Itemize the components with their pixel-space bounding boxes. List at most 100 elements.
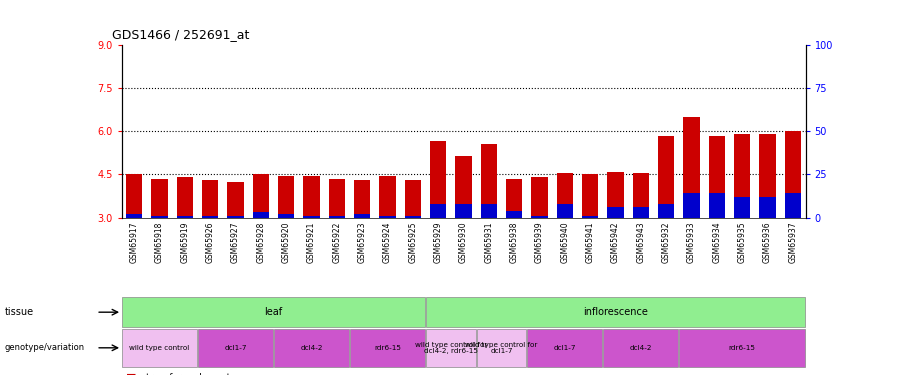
Bar bbox=[785, 131, 801, 218]
Bar bbox=[303, 216, 320, 217]
Text: GDS1466 / 252691_at: GDS1466 / 252691_at bbox=[112, 28, 250, 41]
Text: dcl4-2: dcl4-2 bbox=[301, 345, 323, 351]
Bar bbox=[556, 173, 573, 217]
Text: wild type control for
dcl1-7: wild type control for dcl1-7 bbox=[465, 342, 537, 354]
Text: rdr6-15: rdr6-15 bbox=[374, 345, 401, 351]
Bar bbox=[531, 216, 548, 217]
Bar bbox=[760, 197, 776, 217]
Bar bbox=[122, 297, 425, 327]
Text: GSM65921: GSM65921 bbox=[307, 221, 316, 263]
Bar bbox=[126, 174, 142, 217]
Bar bbox=[608, 171, 624, 217]
Text: GSM65929: GSM65929 bbox=[434, 221, 443, 263]
Bar bbox=[633, 207, 649, 218]
Bar bbox=[608, 207, 624, 218]
Bar bbox=[379, 176, 396, 218]
Bar bbox=[354, 214, 371, 217]
Bar bbox=[785, 194, 801, 217]
Bar bbox=[477, 329, 526, 367]
Bar bbox=[481, 144, 497, 218]
Text: GSM65934: GSM65934 bbox=[712, 221, 721, 263]
Bar bbox=[658, 204, 674, 218]
Text: wild type control: wild type control bbox=[130, 345, 190, 351]
Bar bbox=[122, 329, 197, 367]
Text: GSM65920: GSM65920 bbox=[282, 221, 291, 263]
Bar bbox=[198, 329, 273, 367]
Text: GSM65930: GSM65930 bbox=[459, 221, 468, 263]
Bar bbox=[582, 216, 599, 217]
Text: GSM65942: GSM65942 bbox=[611, 221, 620, 263]
Bar bbox=[430, 141, 446, 218]
Bar bbox=[426, 297, 805, 327]
Text: GSM65917: GSM65917 bbox=[130, 221, 139, 263]
Bar bbox=[278, 176, 294, 218]
Text: dcl1-7: dcl1-7 bbox=[224, 345, 247, 351]
Bar bbox=[253, 212, 269, 217]
Bar bbox=[151, 216, 167, 217]
Bar bbox=[556, 204, 573, 218]
Bar bbox=[405, 180, 421, 218]
Bar bbox=[658, 136, 674, 218]
Text: GSM65925: GSM65925 bbox=[409, 221, 418, 263]
Bar bbox=[328, 179, 345, 218]
Bar bbox=[430, 204, 446, 218]
Bar bbox=[455, 204, 472, 218]
Bar bbox=[582, 174, 599, 217]
Bar bbox=[531, 177, 548, 218]
Bar bbox=[680, 329, 805, 367]
Bar bbox=[633, 173, 649, 217]
Bar bbox=[126, 214, 142, 217]
Bar bbox=[760, 134, 776, 218]
Text: GSM65943: GSM65943 bbox=[636, 221, 645, 263]
Text: GSM65919: GSM65919 bbox=[180, 221, 189, 263]
Bar bbox=[603, 329, 679, 367]
Bar bbox=[734, 197, 751, 217]
Bar bbox=[683, 194, 699, 217]
Bar bbox=[683, 117, 699, 218]
Text: leaf: leaf bbox=[265, 307, 283, 317]
Text: GSM65941: GSM65941 bbox=[586, 221, 595, 263]
Bar bbox=[228, 182, 244, 218]
Text: GSM65937: GSM65937 bbox=[788, 221, 797, 263]
Text: GSM65932: GSM65932 bbox=[662, 221, 670, 263]
Bar bbox=[202, 216, 219, 217]
Bar bbox=[481, 204, 497, 218]
Text: genotype/variation: genotype/variation bbox=[4, 344, 85, 352]
Text: tissue: tissue bbox=[4, 307, 33, 317]
Bar bbox=[303, 176, 320, 218]
Bar bbox=[253, 174, 269, 217]
Bar bbox=[455, 156, 472, 218]
Bar bbox=[506, 179, 522, 218]
Text: GSM65924: GSM65924 bbox=[383, 221, 392, 263]
Bar bbox=[708, 194, 725, 217]
Bar bbox=[274, 329, 349, 367]
Text: inflorescence: inflorescence bbox=[583, 307, 648, 317]
Text: GSM65931: GSM65931 bbox=[484, 221, 493, 263]
Text: GSM65935: GSM65935 bbox=[738, 221, 747, 263]
Text: wild type control for
dcl4-2, rdr6-15: wild type control for dcl4-2, rdr6-15 bbox=[415, 342, 487, 354]
Bar bbox=[405, 216, 421, 217]
Bar bbox=[350, 329, 425, 367]
Bar bbox=[176, 177, 194, 218]
Text: dcl4-2: dcl4-2 bbox=[630, 345, 652, 351]
Text: GSM65933: GSM65933 bbox=[687, 221, 696, 263]
Bar bbox=[328, 216, 345, 217]
Text: GSM65922: GSM65922 bbox=[332, 221, 341, 263]
Text: GSM65928: GSM65928 bbox=[256, 221, 266, 263]
Bar bbox=[426, 329, 476, 367]
Bar bbox=[506, 211, 522, 218]
Bar bbox=[379, 216, 396, 217]
Bar bbox=[278, 214, 294, 217]
Text: GSM65938: GSM65938 bbox=[509, 221, 518, 263]
Text: GSM65936: GSM65936 bbox=[763, 221, 772, 263]
Bar bbox=[708, 136, 725, 218]
Text: rdr6-15: rdr6-15 bbox=[729, 345, 756, 351]
Text: GSM65918: GSM65918 bbox=[155, 221, 164, 263]
Bar bbox=[734, 134, 751, 218]
Bar bbox=[151, 179, 167, 218]
Bar bbox=[354, 180, 371, 218]
Text: dcl1-7: dcl1-7 bbox=[554, 345, 576, 351]
Bar bbox=[176, 216, 194, 217]
Text: GSM65940: GSM65940 bbox=[561, 221, 570, 263]
Text: ■: ■ bbox=[126, 372, 137, 375]
